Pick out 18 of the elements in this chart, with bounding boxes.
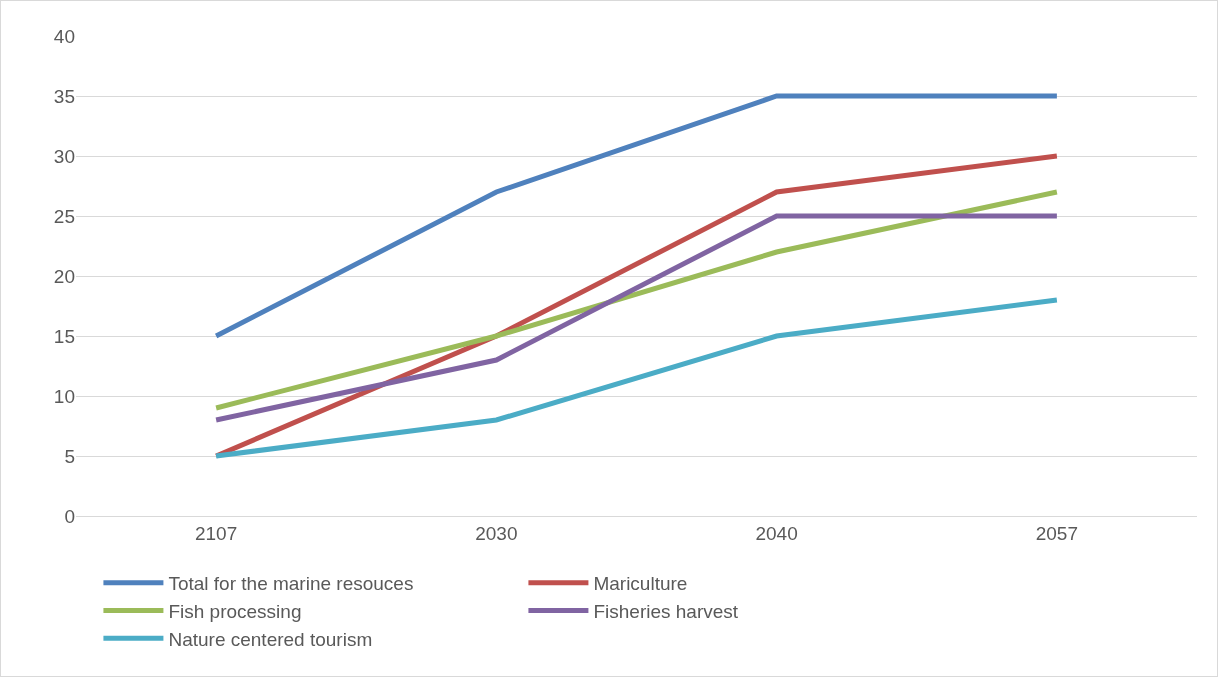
legend-label: Nature centered tourism xyxy=(168,628,373,650)
y-tick-label: 40 xyxy=(53,25,75,47)
legend-label: Total for the marine resouces xyxy=(168,573,414,595)
y-tick-label: 15 xyxy=(53,325,75,347)
legend-label: Mariculture xyxy=(593,573,688,595)
y-tick-label: 5 xyxy=(64,445,75,467)
y-tick-label: 20 xyxy=(53,265,75,287)
y-tick-label: 35 xyxy=(53,85,75,107)
y-tick-label: 30 xyxy=(53,145,75,167)
y-tick-label: 25 xyxy=(53,205,75,227)
legend-label: Fisheries harvest xyxy=(593,600,739,622)
x-tick-label: 2057 xyxy=(1035,522,1079,544)
y-tick-label: 0 xyxy=(64,505,75,527)
legend-label: Fish processing xyxy=(168,600,302,622)
x-tick-label: 2030 xyxy=(475,522,518,544)
x-tick-label: 2040 xyxy=(755,522,798,544)
x-tick-label: 2107 xyxy=(194,522,238,544)
y-tick-label: 10 xyxy=(53,385,75,407)
